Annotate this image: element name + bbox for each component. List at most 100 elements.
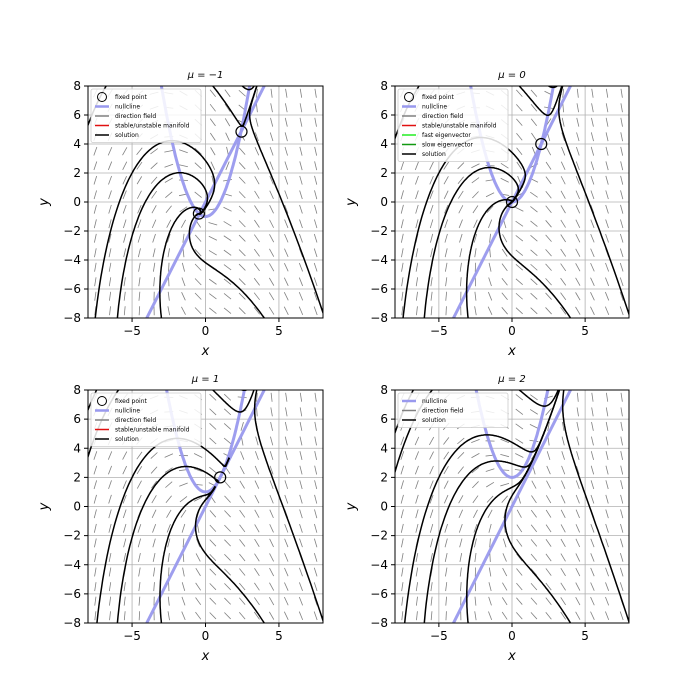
direction-field-segment — [545, 495, 552, 504]
direction-field-segment — [151, 190, 158, 199]
direction-field-segment — [269, 146, 274, 156]
direction-field-segment — [605, 88, 609, 98]
fixed-point-marker — [535, 137, 548, 151]
direction-field-segment — [529, 409, 538, 415]
direction-field-segment — [591, 407, 594, 417]
direction-field-segment — [575, 538, 581, 548]
direction-field-segment — [545, 524, 552, 533]
direction-field-segment — [516, 553, 523, 562]
direction-field-segment — [590, 262, 595, 272]
direction-field-segment — [194, 307, 202, 315]
y-tick-label: −8 — [370, 616, 388, 630]
y-axis-label: y — [37, 198, 52, 207]
direction-field-segment — [516, 161, 523, 170]
direction-field-segment — [254, 161, 260, 170]
direction-field-segment — [575, 611, 581, 620]
direction-field-segment — [193, 468, 203, 472]
direction-field-segment — [590, 190, 595, 200]
direction-field-segment — [619, 291, 624, 301]
direction-field-segment — [166, 219, 172, 228]
direction-field-segment — [179, 496, 188, 503]
direction-field-segment — [429, 204, 434, 214]
y-tick-label: −6 — [370, 587, 388, 601]
direction-field-segment — [502, 582, 508, 591]
direction-field-segment — [298, 262, 303, 272]
direction-field-segment — [459, 552, 463, 562]
direction-field-segment — [620, 146, 624, 156]
direction-field-segment — [209, 553, 217, 561]
y-tick-label: −6 — [63, 587, 81, 601]
direction-field-segment — [270, 436, 274, 446]
direction-field-segment — [313, 553, 318, 562]
direction-field-segment — [576, 132, 580, 142]
direction-field-segment — [474, 306, 477, 316]
direction-field-segment — [93, 233, 97, 243]
direction-field-segment — [530, 582, 538, 591]
direction-field-segment — [429, 219, 434, 229]
direction-field-segment — [270, 421, 273, 431]
direction-field-segment — [575, 582, 581, 591]
direction-field-segment — [429, 436, 435, 446]
direction-field-segment — [575, 190, 580, 200]
direction-field-segment — [108, 248, 112, 258]
solution-curve — [518, 390, 560, 407]
direction-field-segment — [515, 249, 524, 256]
direction-field-segment — [313, 306, 318, 316]
legend: fixed point nullcline direction field stabl… — [90, 392, 202, 447]
direction-field-segment — [415, 523, 419, 533]
direction-field-segment — [576, 451, 580, 460]
direction-field-segment — [530, 235, 538, 242]
x-tick-label: −5 — [430, 324, 448, 338]
direction-field-segment — [545, 249, 552, 257]
direction-field-segment — [457, 466, 464, 474]
direction-field-segment — [182, 552, 185, 562]
direction-field-segment — [182, 233, 185, 243]
direction-field-segment — [605, 204, 609, 214]
direction-field-segment — [314, 480, 318, 490]
direction-field-segment — [530, 104, 538, 112]
direction-field-segment — [619, 611, 624, 621]
direction-field-segment — [400, 436, 405, 446]
direction-field-segment — [269, 553, 274, 562]
direction-field-segment — [445, 291, 448, 301]
direction-field-segment — [620, 407, 623, 417]
direction-field-segment — [137, 523, 142, 533]
direction-field-segment — [253, 292, 260, 301]
direction-field-segment — [299, 538, 303, 548]
direction-field-segment — [620, 233, 624, 243]
direction-field-segment — [488, 567, 492, 577]
direction-field-segment — [486, 481, 495, 488]
direction-field-segment — [254, 495, 260, 504]
direction-field-segment — [313, 262, 318, 272]
direction-field-segment — [400, 219, 404, 229]
direction-field-segment — [560, 205, 566, 214]
direction-field-segment — [515, 206, 524, 212]
direction-field-segment — [429, 523, 434, 533]
direction-field-segment — [400, 480, 404, 490]
direction-field-segment — [123, 523, 127, 533]
direction-field-segment — [269, 132, 274, 142]
direction-field-segment — [489, 538, 491, 548]
direction-field-segment — [254, 176, 260, 185]
solution-curve — [161, 317, 163, 318]
direction-field-segment — [256, 407, 258, 417]
direction-field-segment — [545, 161, 552, 170]
direction-field-segment — [575, 306, 581, 315]
direction-field-segment — [209, 293, 217, 300]
direction-field-segment — [620, 436, 623, 446]
legend-label: fixed point — [115, 398, 148, 405]
direction-field-segment — [167, 248, 170, 258]
direction-field-segment — [530, 278, 538, 286]
direction-field-segment — [270, 88, 273, 98]
direction-field-segment — [152, 552, 156, 562]
direction-field-segment — [239, 568, 246, 576]
direction-field-segment — [224, 480, 231, 489]
legend: nullcline direction field solution — [397, 392, 509, 428]
direction-field-segment — [268, 277, 275, 286]
direction-field-segment — [576, 436, 580, 446]
solution-curve — [438, 390, 561, 478]
direction-field-segment — [590, 465, 595, 475]
direction-field-segment — [209, 539, 217, 547]
direction-field-segment — [253, 263, 260, 272]
direction-field-segment — [208, 250, 217, 256]
